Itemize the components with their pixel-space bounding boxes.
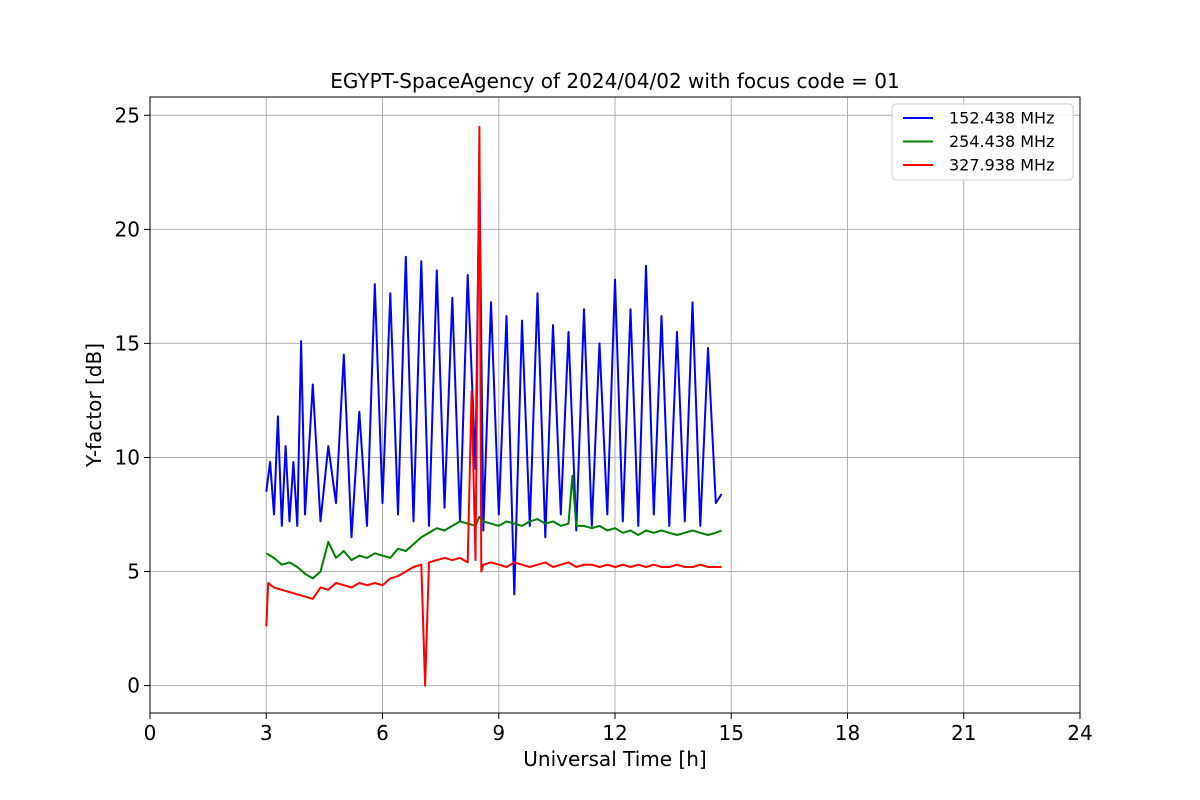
x-axis-label: Universal Time [h] (523, 747, 706, 771)
legend-label-3: 327.938 MHz (949, 156, 1054, 175)
y-tick-label: 5 (127, 560, 140, 584)
y-tick-label: 20 (115, 217, 140, 241)
legend-label-1: 152.438 MHz (949, 109, 1054, 128)
series-layer (265, 125, 723, 687)
chart-title: EGYPT-SpaceAgency of 2024/04/02 with foc… (330, 69, 899, 93)
y-axis: 0 5 10 15 20 25 (115, 103, 150, 698)
y-tick-label: 0 (127, 674, 140, 698)
x-tick-label: 0 (144, 721, 157, 745)
legend-frame (891, 103, 1074, 181)
y-tick-label: 10 (115, 445, 140, 469)
x-tick-label: 6 (376, 721, 389, 745)
y-tick-label: 25 (115, 103, 140, 127)
legend-label-2: 254.438 MHz (949, 132, 1054, 151)
x-tick-label: 21 (951, 721, 976, 745)
y-tick-label: 15 (115, 331, 140, 355)
x-tick-label: 24 (1067, 721, 1092, 745)
x-tick-label: 12 (602, 721, 627, 745)
x-axis: 0 3 6 9 12 15 18 21 24 (144, 713, 1093, 745)
legend: 152.438 MHz 254.438 MHz 327.938 MHz (891, 103, 1074, 181)
series-line-3 (265, 125, 722, 687)
x-tick-label: 9 (492, 721, 505, 745)
series-line-2 (265, 474, 722, 580)
y-axis-label: Y-factor [dB] (82, 343, 106, 468)
x-tick-label: 3 (260, 721, 273, 745)
x-tick-label: 15 (719, 721, 744, 745)
x-tick-label: 18 (835, 721, 860, 745)
